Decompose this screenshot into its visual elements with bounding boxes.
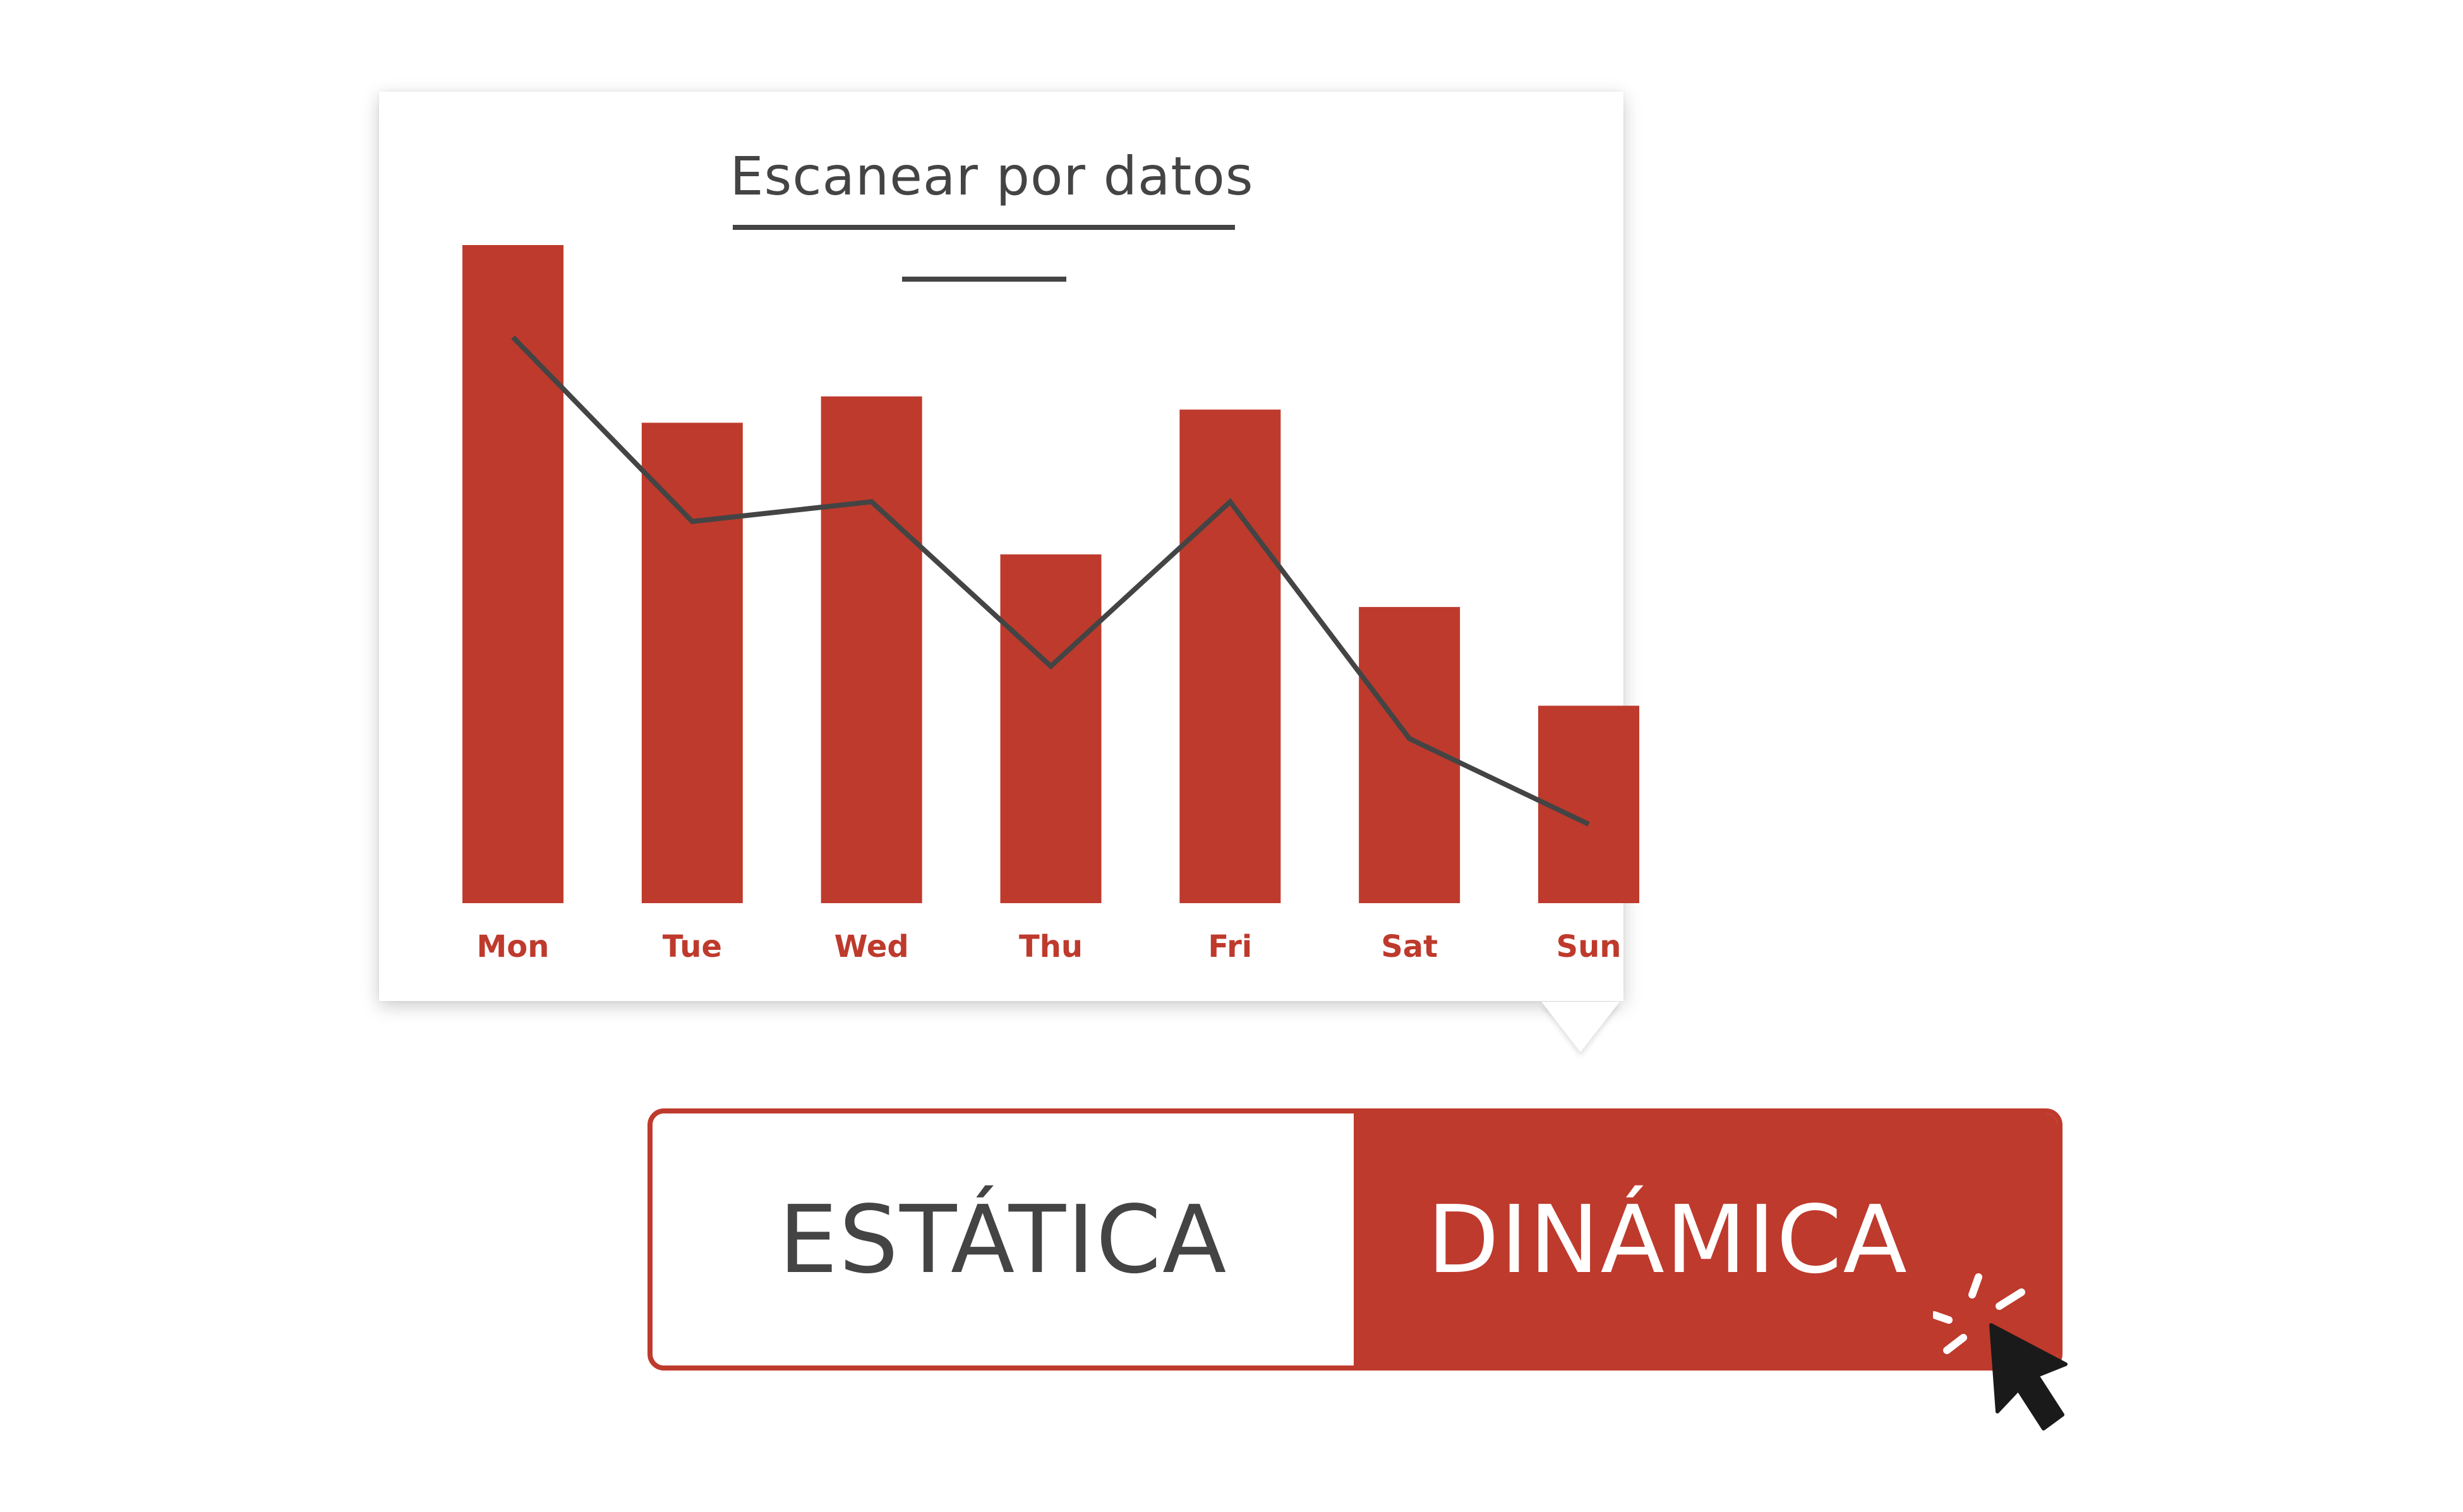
chart-title: Escanear por datos bbox=[730, 145, 1254, 207]
static-dynamic-toggle[interactable]: ESTÁTICA DINÁMICA bbox=[647, 1108, 2063, 1371]
title-subline bbox=[902, 277, 1066, 282]
pointer-arrow bbox=[1989, 1323, 2068, 1431]
title-underline bbox=[733, 225, 1235, 230]
click-burst-lines bbox=[1933, 1273, 2025, 1354]
click-cursor-icon bbox=[1933, 1273, 2068, 1431]
toggle-option-dynamic[interactable]: DINÁMICA bbox=[1354, 1113, 2057, 1365]
chart-card-pointer bbox=[1541, 1002, 1620, 1052]
toggle-option-static[interactable]: ESTÁTICA bbox=[653, 1113, 1354, 1365]
